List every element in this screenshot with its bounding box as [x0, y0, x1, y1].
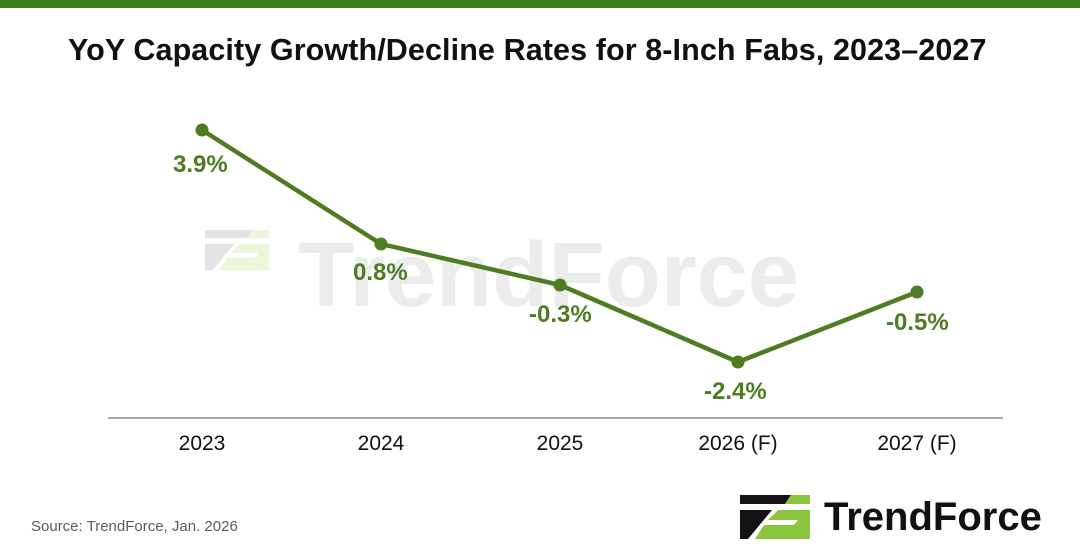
svg-text:-2.4%: -2.4% [704, 378, 767, 405]
svg-text:2025: 2025 [537, 432, 584, 455]
svg-text:2024: 2024 [358, 432, 405, 455]
svg-text:TrendForce: TrendForce [824, 495, 1042, 539]
svg-text:3.9%: 3.9% [173, 151, 228, 178]
svg-text:2026 (F): 2026 (F) [698, 432, 777, 455]
svg-text:0.8%: 0.8% [353, 259, 408, 286]
svg-text:-0.5%: -0.5% [886, 309, 949, 336]
svg-text:2023: 2023 [179, 432, 226, 455]
svg-text:-0.3%: -0.3% [529, 301, 592, 328]
svg-text:2027 (F): 2027 (F) [877, 432, 956, 455]
